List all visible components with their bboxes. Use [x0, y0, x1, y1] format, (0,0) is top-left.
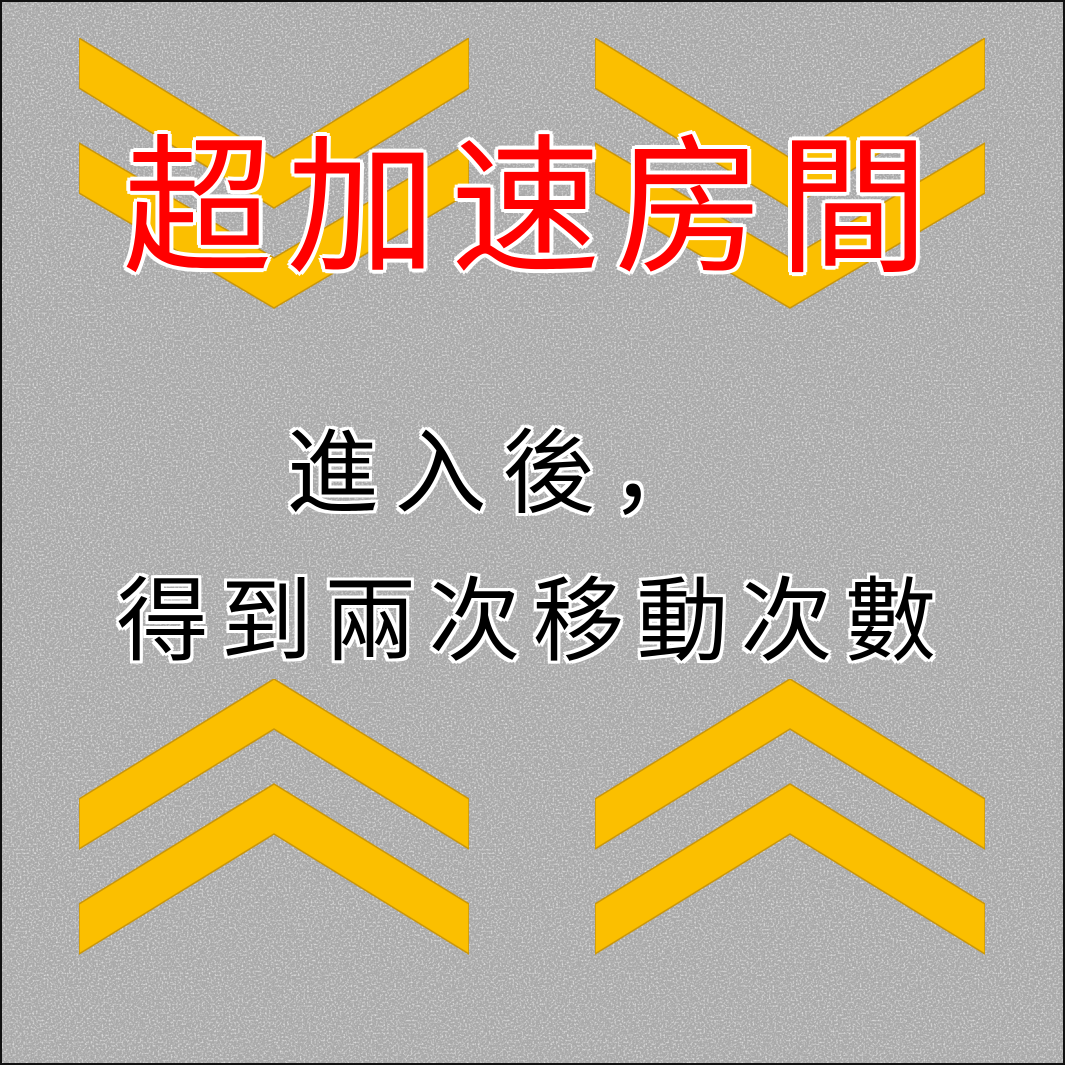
double-chevron-down-icon: [79, 38, 469, 309]
double-chevron-down-icon: [595, 38, 985, 309]
card-title: 超加速房間: [122, 122, 943, 296]
double-chevron-up-icon: [595, 679, 985, 955]
double-chevron-up-icon: [79, 679, 469, 955]
card-description-line-2: 得到兩次移動次數: [116, 568, 949, 675]
card-description-line-1: 進入後，: [286, 420, 719, 527]
